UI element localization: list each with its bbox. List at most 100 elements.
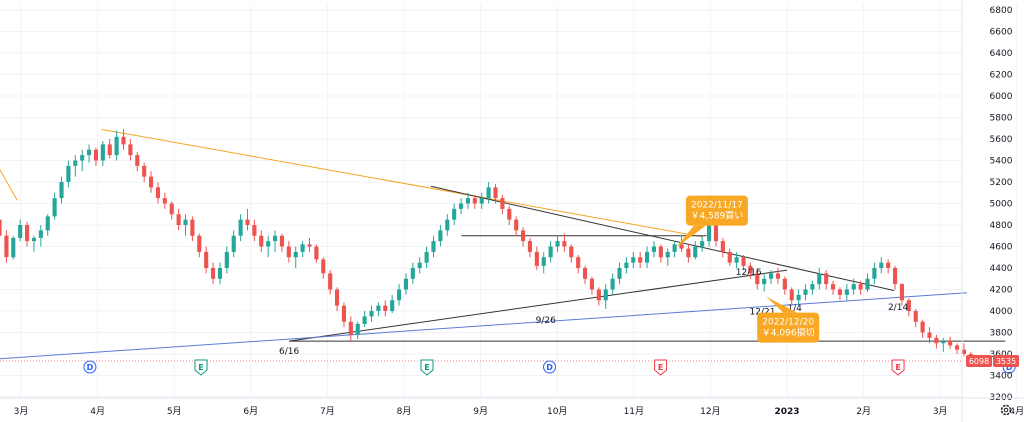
candle bbox=[135, 151, 140, 172]
candle-body bbox=[80, 155, 85, 161]
candle bbox=[45, 214, 50, 236]
candle bbox=[396, 284, 402, 306]
x-tick-label: 7月 bbox=[320, 406, 335, 417]
candle bbox=[52, 192, 57, 220]
badge-letter: E bbox=[424, 363, 429, 372]
candle-body bbox=[851, 284, 856, 290]
candle bbox=[0, 214, 2, 242]
event-badge-earnings[interactable]: E bbox=[194, 359, 208, 376]
candle-body bbox=[300, 244, 305, 252]
candle-body bbox=[217, 268, 223, 279]
candle bbox=[837, 287, 843, 301]
candle-body bbox=[396, 289, 402, 301]
candle-body bbox=[204, 251, 209, 268]
candle bbox=[879, 257, 884, 274]
candle bbox=[224, 246, 229, 274]
candle-body bbox=[886, 262, 891, 268]
candle bbox=[486, 182, 491, 204]
candle-body bbox=[658, 246, 663, 258]
event-badge-earnings_red[interactable]: E bbox=[891, 359, 905, 376]
candle bbox=[438, 225, 443, 247]
event-badge-earnings[interactable]: E bbox=[420, 359, 434, 376]
candle-body bbox=[720, 241, 725, 252]
candle bbox=[121, 129, 126, 150]
candle bbox=[672, 241, 677, 258]
candle bbox=[183, 214, 188, 236]
event-badge-earnings_red[interactable]: E bbox=[654, 359, 668, 376]
x-tick-label: 4月 bbox=[90, 406, 105, 417]
y-tick-label: 5800 bbox=[990, 114, 1013, 124]
candle bbox=[748, 262, 753, 279]
candle bbox=[38, 225, 43, 247]
candle-body bbox=[679, 244, 684, 249]
candle-body bbox=[155, 187, 161, 199]
candle bbox=[548, 241, 553, 263]
candle bbox=[865, 273, 870, 292]
date-point-label: 12/21 bbox=[750, 307, 776, 317]
candle-body bbox=[38, 230, 43, 238]
candle-body bbox=[128, 144, 133, 156]
x-tick-label: 2023 bbox=[774, 407, 799, 417]
candle bbox=[417, 257, 422, 274]
annotation-text: 2022/11/17 bbox=[691, 201, 743, 211]
candle bbox=[341, 302, 347, 328]
candle-body bbox=[486, 187, 491, 199]
trendlines bbox=[0, 128, 1006, 362]
x-tick-label: 2月 bbox=[856, 406, 871, 417]
candle bbox=[238, 214, 243, 242]
candle-body bbox=[906, 300, 911, 311]
candle bbox=[596, 287, 601, 306]
candle bbox=[204, 246, 209, 274]
candle bbox=[328, 270, 333, 295]
candle bbox=[824, 270, 829, 290]
candle bbox=[362, 311, 367, 328]
candle-body bbox=[341, 305, 347, 322]
candle-body bbox=[569, 246, 574, 258]
event-badge-dividend[interactable]: D bbox=[83, 360, 97, 374]
candle bbox=[307, 237, 312, 252]
y-tick-label: 5200 bbox=[990, 178, 1013, 188]
candle-body bbox=[534, 251, 539, 266]
x-tick-label: 6月 bbox=[243, 406, 258, 417]
candle-body bbox=[672, 244, 677, 252]
candle-body bbox=[789, 289, 794, 301]
candle bbox=[424, 246, 429, 268]
candle-body bbox=[59, 182, 64, 199]
candle bbox=[355, 321, 360, 339]
candle-body bbox=[948, 341, 953, 346]
candle-body bbox=[665, 251, 670, 258]
candle-body bbox=[259, 235, 264, 247]
candle bbox=[734, 251, 739, 268]
badge-shape bbox=[83, 360, 97, 374]
badge-letter: E bbox=[198, 363, 203, 372]
candle bbox=[768, 270, 774, 285]
candle-body bbox=[768, 273, 774, 279]
candle-body bbox=[148, 176, 154, 188]
candle-body bbox=[941, 341, 946, 344]
candle bbox=[148, 171, 154, 193]
candle-body bbox=[424, 251, 429, 263]
candle-body bbox=[837, 289, 843, 295]
event-badge-dividend[interactable]: D bbox=[543, 360, 557, 374]
y-tick-label: 6000 bbox=[990, 92, 1013, 102]
candle bbox=[314, 244, 319, 263]
candle-body bbox=[52, 198, 57, 217]
candle-body bbox=[803, 289, 808, 295]
settings-icon[interactable] bbox=[1000, 404, 1012, 416]
candle bbox=[176, 208, 181, 231]
candle bbox=[18, 219, 23, 242]
candle-body bbox=[121, 136, 126, 145]
candle-body bbox=[603, 289, 608, 301]
candle-body bbox=[0, 219, 2, 236]
candle-body bbox=[892, 268, 898, 285]
candle bbox=[569, 244, 574, 263]
candle-body bbox=[500, 198, 505, 209]
candle bbox=[142, 162, 147, 182]
candle-body bbox=[390, 300, 395, 311]
candle bbox=[755, 268, 760, 290]
candle bbox=[892, 265, 898, 290]
candle bbox=[906, 298, 911, 317]
candle-body bbox=[817, 273, 822, 285]
